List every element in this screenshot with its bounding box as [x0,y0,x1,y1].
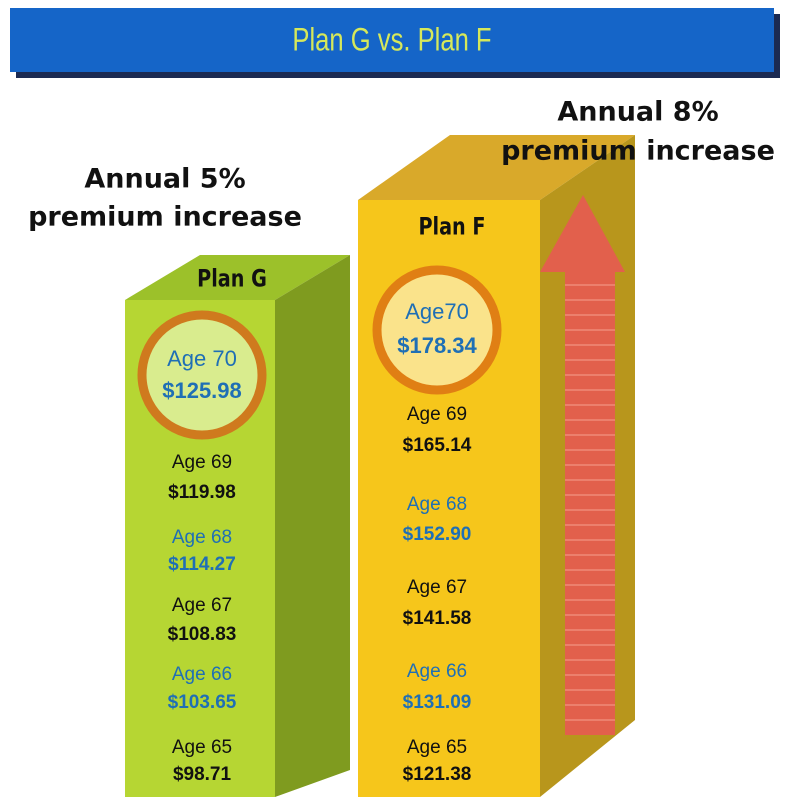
labels: Annual 5% premium increase Annual 8% premiu… [28,97,775,786]
price-label: $141.58 [403,608,472,629]
price-label: $103.65 [168,692,237,713]
title: Plan G vs. Plan F [292,23,491,58]
age-label: Age 69 [172,452,232,473]
age-label: Age 67 [172,595,232,616]
age-label: Age 70 [167,346,237,371]
age-label: Age 65 [172,737,232,758]
age-label: Age 69 [407,404,467,425]
age-label: Age 68 [172,527,232,548]
caption: premium increase [28,202,302,233]
price-label: $165.14 [403,435,472,456]
price-label: $121.38 [403,764,472,785]
age-label: Age 68 [407,494,467,515]
price-label: $98.71 [173,764,232,785]
caption: Annual 5% [84,164,245,195]
banner [10,8,774,72]
age-label: Age 67 [407,577,467,598]
caption: Annual 8% [557,97,718,128]
age-label: Age 65 [407,737,467,758]
age-label: Age70 [405,299,469,324]
price-label: $125.98 [162,378,242,403]
increase-arrow [540,195,625,735]
price-label: $114.27 [168,554,236,575]
price-label: $152.90 [403,524,472,545]
price-label: $131.09 [403,692,472,713]
plan-name: Plan G [197,266,267,294]
age-label: Age 66 [407,661,467,682]
highlight-circle [372,265,502,395]
plan-name: Plan F [418,214,485,242]
plan-g-side [275,255,350,797]
price-label: $178.34 [397,333,477,358]
price-label: $108.83 [168,624,237,645]
caption: premium increase [501,136,775,167]
age-label: Age 66 [172,664,232,685]
highlight-circle [137,310,267,440]
price-label: $119.98 [168,482,236,503]
plan-f-top [358,135,635,200]
